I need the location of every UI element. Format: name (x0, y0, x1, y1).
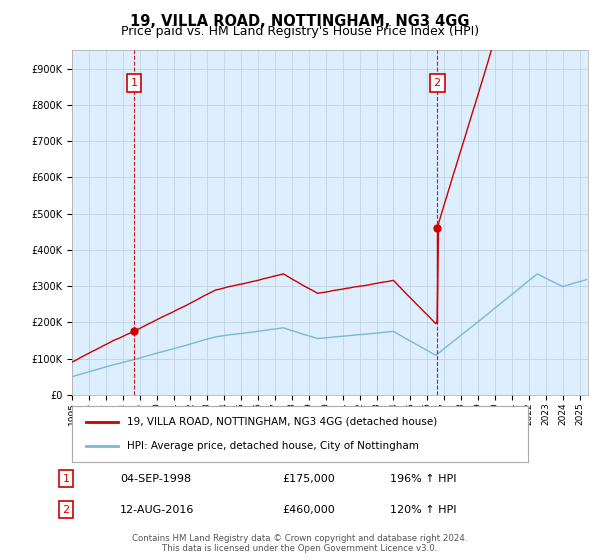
Text: £460,000: £460,000 (282, 505, 335, 515)
Text: Price paid vs. HM Land Registry's House Price Index (HPI): Price paid vs. HM Land Registry's House … (121, 25, 479, 38)
Text: 1: 1 (62, 474, 70, 484)
Text: 2: 2 (62, 505, 70, 515)
Text: 19, VILLA ROAD, NOTTINGHAM, NG3 4GG (detached house): 19, VILLA ROAD, NOTTINGHAM, NG3 4GG (det… (127, 417, 437, 427)
Text: 19, VILLA ROAD, NOTTINGHAM, NG3 4GG: 19, VILLA ROAD, NOTTINGHAM, NG3 4GG (130, 14, 470, 29)
Text: 120% ↑ HPI: 120% ↑ HPI (390, 505, 457, 515)
Text: 2: 2 (434, 78, 441, 88)
Text: 12-AUG-2016: 12-AUG-2016 (120, 505, 194, 515)
Text: £175,000: £175,000 (282, 474, 335, 484)
Text: 1: 1 (131, 78, 137, 88)
Text: HPI: Average price, detached house, City of Nottingham: HPI: Average price, detached house, City… (127, 441, 419, 451)
Text: Contains HM Land Registry data © Crown copyright and database right 2024.
This d: Contains HM Land Registry data © Crown c… (132, 534, 468, 553)
Text: 196% ↑ HPI: 196% ↑ HPI (390, 474, 457, 484)
Text: 04-SEP-1998: 04-SEP-1998 (120, 474, 191, 484)
